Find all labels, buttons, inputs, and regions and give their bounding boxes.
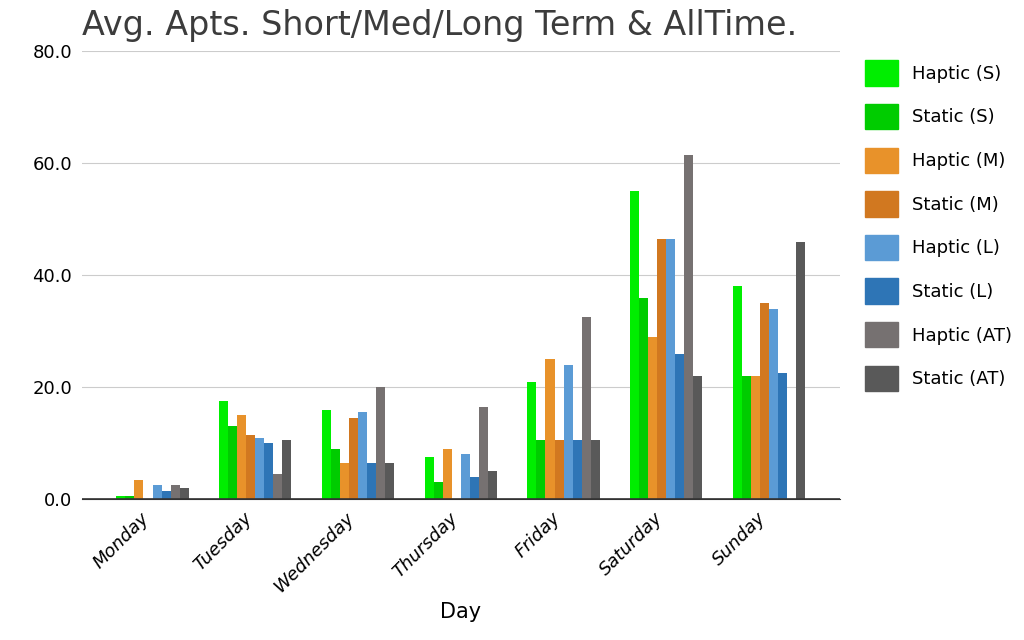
Bar bbox=[331, 449, 340, 499]
Bar bbox=[385, 463, 394, 499]
Bar bbox=[572, 440, 582, 499]
Bar bbox=[425, 457, 434, 499]
Bar bbox=[322, 410, 331, 499]
Bar bbox=[219, 401, 228, 499]
Bar bbox=[582, 317, 591, 499]
Bar bbox=[171, 485, 179, 499]
Bar bbox=[255, 438, 264, 499]
Bar bbox=[563, 365, 572, 499]
Bar bbox=[479, 407, 487, 499]
Bar bbox=[760, 303, 769, 499]
Bar bbox=[367, 463, 376, 499]
Bar bbox=[797, 241, 805, 499]
Bar bbox=[487, 471, 497, 499]
Bar bbox=[264, 443, 273, 499]
Bar bbox=[769, 308, 778, 499]
Bar bbox=[461, 454, 470, 499]
Bar bbox=[246, 435, 255, 499]
Bar bbox=[657, 239, 667, 499]
Bar bbox=[228, 426, 238, 499]
Text: Avg. Apts. Short/Med/Long Term & AllTime.: Avg. Apts. Short/Med/Long Term & AllTime… bbox=[82, 8, 797, 42]
Bar bbox=[639, 298, 648, 499]
Bar bbox=[591, 440, 600, 499]
Bar bbox=[555, 440, 563, 499]
Bar bbox=[117, 497, 125, 499]
Bar bbox=[162, 491, 171, 499]
Bar bbox=[630, 191, 639, 499]
Bar bbox=[676, 353, 684, 499]
Bar bbox=[693, 376, 702, 499]
X-axis label: Day: Day bbox=[440, 602, 481, 621]
Bar bbox=[751, 376, 760, 499]
Bar bbox=[648, 337, 657, 499]
Bar bbox=[733, 286, 742, 499]
Bar bbox=[125, 497, 134, 499]
Bar bbox=[349, 418, 358, 499]
Bar bbox=[442, 449, 452, 499]
Bar bbox=[667, 239, 676, 499]
Bar bbox=[546, 359, 555, 499]
Bar bbox=[283, 440, 292, 499]
Bar bbox=[470, 477, 479, 499]
Bar bbox=[537, 440, 546, 499]
Bar bbox=[778, 373, 787, 499]
Bar bbox=[273, 474, 283, 499]
Bar bbox=[527, 381, 537, 499]
Bar bbox=[434, 483, 442, 499]
Legend: Haptic (S), Static (S), Haptic (M), Static (M), Haptic (L), Static (L), Haptic (: Haptic (S), Static (S), Haptic (M), Stat… bbox=[856, 51, 1021, 400]
Bar bbox=[179, 488, 188, 499]
Bar bbox=[153, 485, 162, 499]
Bar bbox=[134, 479, 143, 499]
Bar bbox=[238, 415, 246, 499]
Bar bbox=[376, 387, 385, 499]
Bar bbox=[684, 155, 693, 499]
Bar bbox=[358, 412, 367, 499]
Bar bbox=[742, 376, 751, 499]
Bar bbox=[340, 463, 349, 499]
